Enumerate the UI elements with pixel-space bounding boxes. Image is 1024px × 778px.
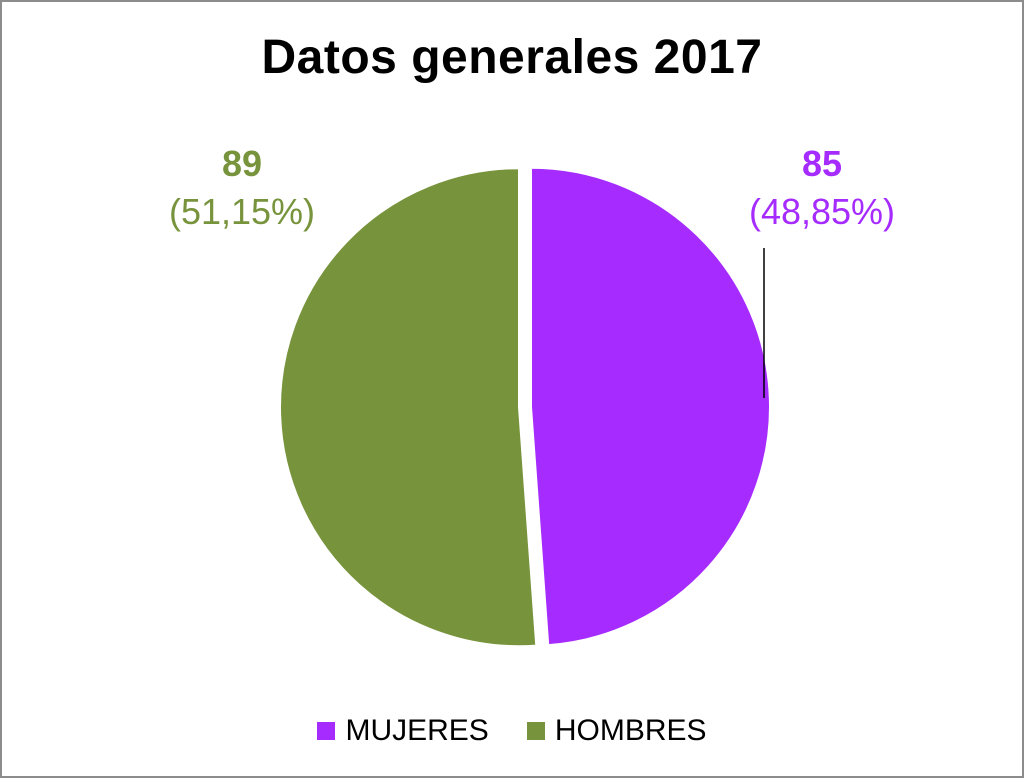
value-label-mujeres: 85 <box>801 143 843 184</box>
percent-label-mujeres: (48,85%) <box>748 191 896 232</box>
data-label-hombres: 89 (51,15%) <box>157 140 327 236</box>
value-label-hombres: 89 <box>221 143 263 184</box>
legend-label-hombres: HOMBRES <box>554 714 707 747</box>
data-label-mujeres: 85 (48,85%) <box>737 140 907 236</box>
pie-slices <box>279 166 771 648</box>
chart-title: Datos generales 2017 <box>261 31 763 84</box>
pie-slice-hombres <box>279 167 538 648</box>
legend-item-mujeres: MUJERES <box>317 714 489 748</box>
legend-swatch-hombres <box>526 722 545 740</box>
legend-swatch-mujeres <box>317 722 336 740</box>
chart-legend: MUJERES HOMBRES <box>2 714 1022 748</box>
pie-slice-mujeres <box>529 166 771 647</box>
legend-item-hombres: HOMBRES <box>526 714 707 748</box>
legend-label-mujeres: MUJERES <box>345 714 489 747</box>
percent-label-hombres: (51,15%) <box>168 191 316 232</box>
